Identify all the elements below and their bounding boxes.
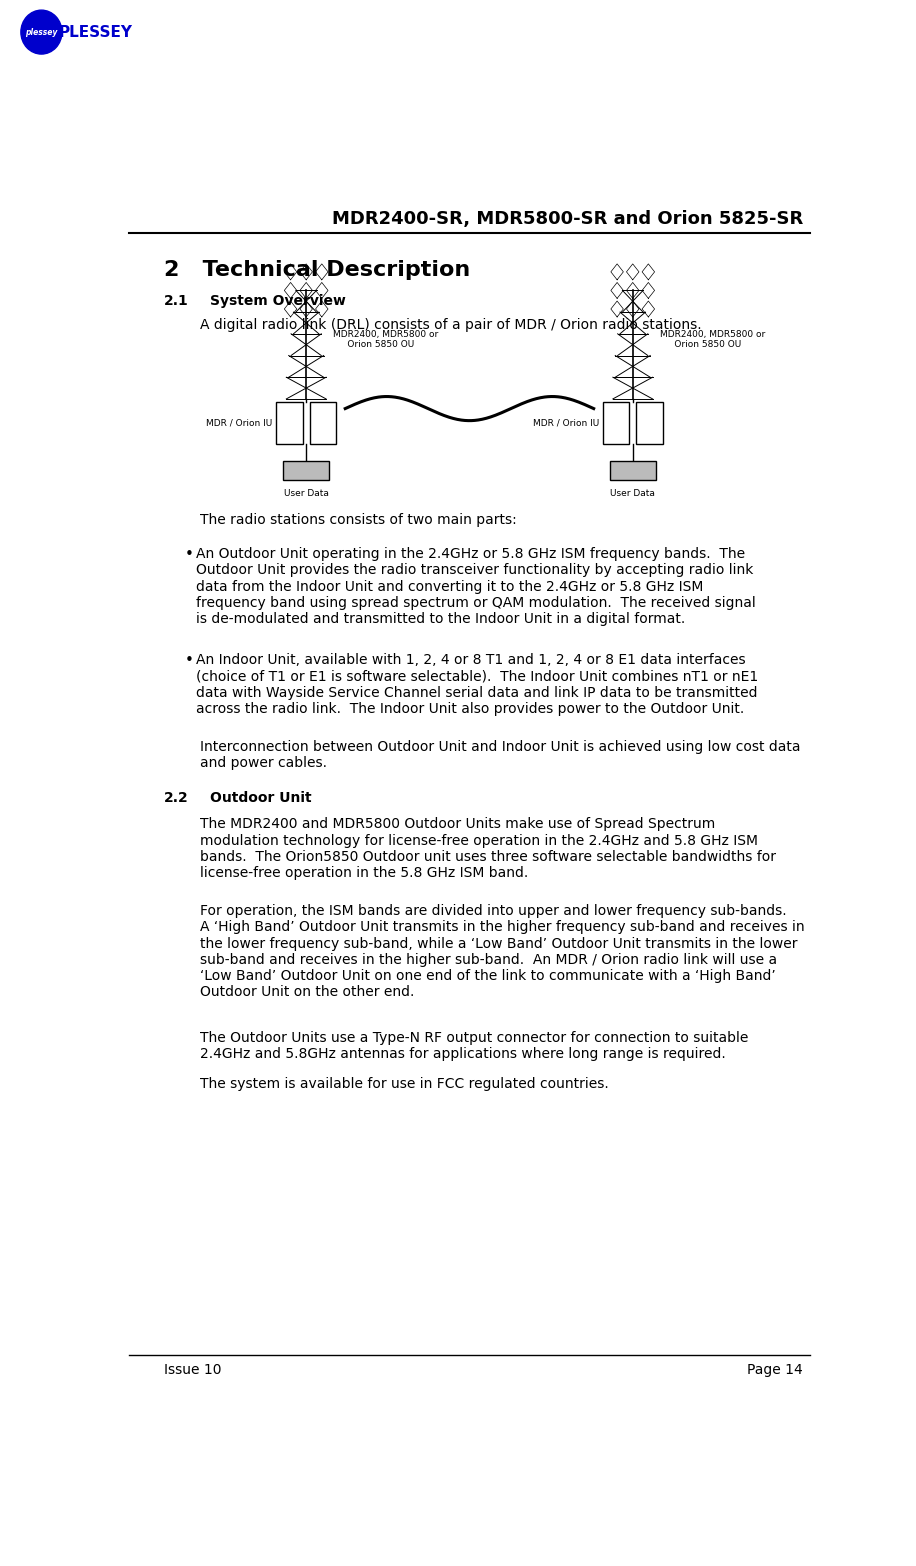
Text: Page 14: Page 14: [747, 1362, 803, 1377]
Text: System Overview: System Overview: [211, 294, 346, 309]
Text: The radio stations consists of two main parts:: The radio stations consists of two main …: [200, 514, 517, 528]
Text: An Outdoor Unit operating in the 2.4GHz or 5.8 GHz ISM frequency bands.  The
Out: An Outdoor Unit operating in the 2.4GHz …: [196, 547, 756, 626]
Text: MDR / Orion IU: MDR / Orion IU: [533, 418, 599, 428]
FancyBboxPatch shape: [637, 402, 663, 445]
Text: 2.1: 2.1: [164, 294, 189, 309]
Text: 2   Technical Description: 2 Technical Description: [164, 260, 471, 280]
Text: plessey: plessey: [26, 28, 58, 36]
Text: User Data: User Data: [610, 489, 655, 498]
Text: •: •: [185, 653, 193, 669]
Text: The system is available for use in FCC regulated countries.: The system is available for use in FCC r…: [200, 1076, 608, 1090]
Text: PLESSEY: PLESSEY: [59, 25, 132, 39]
Ellipse shape: [21, 9, 62, 55]
Text: Interconnection between Outdoor Unit and Indoor Unit is achieved using low cost : Interconnection between Outdoor Unit and…: [200, 741, 801, 770]
Text: •: •: [185, 547, 193, 562]
Text: User Data: User Data: [284, 489, 329, 498]
FancyBboxPatch shape: [310, 402, 336, 445]
Text: The MDR2400 and MDR5800 Outdoor Units make use of Spread Spectrum
modulation tec: The MDR2400 and MDR5800 Outdoor Units ma…: [200, 817, 776, 880]
Text: MDR2400, MDR5800 or
     Orion 5850 OU: MDR2400, MDR5800 or Orion 5850 OU: [333, 329, 439, 349]
Text: MDR2400, MDR5800 or
     Orion 5850 OU: MDR2400, MDR5800 or Orion 5850 OU: [660, 329, 765, 349]
Text: For operation, the ISM bands are divided into upper and lower frequency sub-band: For operation, the ISM bands are divided…: [200, 904, 804, 999]
FancyBboxPatch shape: [276, 402, 302, 445]
Text: A digital radio link (DRL) consists of a pair of MDR / Orion radio stations.: A digital radio link (DRL) consists of a…: [200, 318, 702, 332]
Text: Issue 10: Issue 10: [164, 1362, 222, 1377]
Text: Outdoor Unit: Outdoor Unit: [211, 791, 312, 805]
Text: MDR / Orion IU: MDR / Orion IU: [206, 418, 272, 428]
Text: MDR2400-SR, MDR5800-SR and Orion 5825-SR: MDR2400-SR, MDR5800-SR and Orion 5825-SR: [332, 210, 803, 229]
Text: The Outdoor Units use a Type-N RF output connector for connection to suitable
2.: The Outdoor Units use a Type-N RF output…: [200, 1030, 748, 1062]
Text: An Indoor Unit, available with 1, 2, 4 or 8 T1 and 1, 2, 4 or 8 E1 data interfac: An Indoor Unit, available with 1, 2, 4 o…: [196, 653, 758, 716]
FancyBboxPatch shape: [603, 402, 629, 445]
Text: 2.2: 2.2: [164, 791, 189, 805]
FancyBboxPatch shape: [610, 460, 656, 481]
FancyBboxPatch shape: [283, 460, 329, 481]
